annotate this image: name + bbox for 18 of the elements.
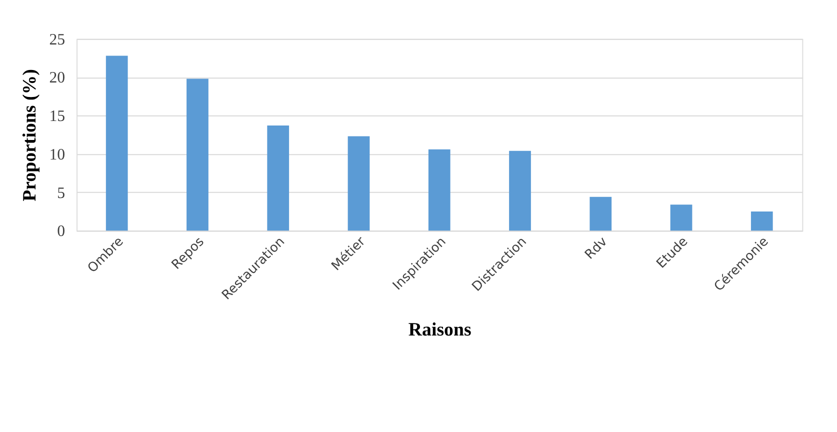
y-tick-label: 15 xyxy=(49,108,66,126)
y-tick-label: 20 xyxy=(49,70,66,87)
y-axis-title: Proportions (%) xyxy=(19,69,40,202)
y-tick-label: 25 xyxy=(49,31,66,48)
y-tick-label: 5 xyxy=(57,184,66,202)
x-axis-title: Raisons xyxy=(408,319,472,340)
y-tick-label: 10 xyxy=(49,146,66,164)
bar xyxy=(428,149,450,231)
bar xyxy=(106,56,128,231)
bar xyxy=(509,150,531,231)
bar xyxy=(267,126,290,231)
bar xyxy=(750,211,773,231)
bar xyxy=(590,196,612,231)
bar xyxy=(348,136,370,231)
bar xyxy=(670,204,692,231)
y-tick-label: 0 xyxy=(57,223,66,240)
x-tick-label: Rdv xyxy=(582,234,611,263)
bar xyxy=(186,78,208,231)
